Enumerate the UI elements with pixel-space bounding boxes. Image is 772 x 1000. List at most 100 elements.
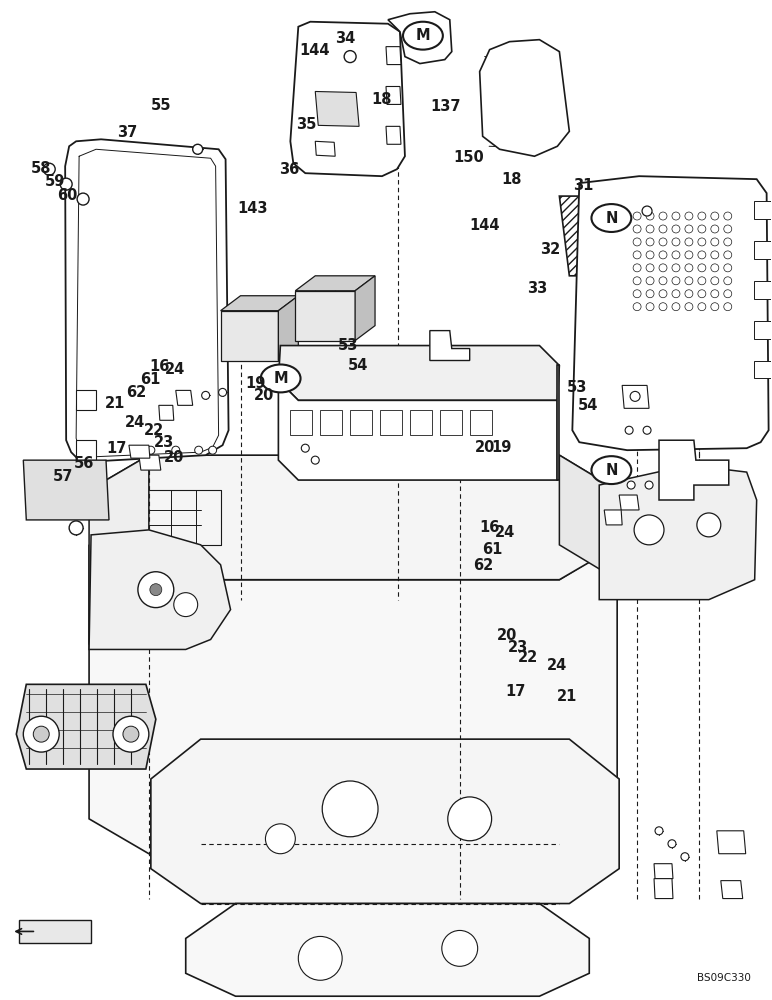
Text: 56: 56 [74, 456, 95, 471]
Circle shape [711, 225, 719, 233]
Polygon shape [315, 141, 335, 156]
Circle shape [646, 264, 654, 272]
Circle shape [646, 303, 654, 311]
Polygon shape [176, 390, 193, 405]
Circle shape [138, 572, 174, 608]
Text: 20: 20 [254, 388, 275, 403]
Polygon shape [386, 126, 401, 144]
Circle shape [627, 481, 635, 489]
Text: 53: 53 [567, 380, 587, 395]
Polygon shape [290, 410, 312, 435]
Polygon shape [386, 47, 401, 65]
Circle shape [150, 584, 162, 596]
Circle shape [697, 513, 721, 537]
Circle shape [711, 238, 719, 246]
Circle shape [659, 251, 667, 259]
Text: 22: 22 [518, 650, 538, 665]
Circle shape [643, 426, 651, 434]
Text: 17: 17 [505, 684, 526, 699]
Circle shape [698, 251, 706, 259]
Circle shape [659, 290, 667, 298]
Circle shape [698, 225, 706, 233]
Circle shape [633, 277, 641, 285]
Circle shape [668, 840, 676, 848]
Text: M: M [273, 371, 288, 386]
Circle shape [634, 515, 664, 545]
Polygon shape [290, 22, 405, 176]
Polygon shape [221, 311, 279, 361]
Circle shape [630, 391, 640, 401]
Ellipse shape [403, 22, 443, 50]
Circle shape [659, 225, 667, 233]
Text: 143: 143 [237, 201, 267, 216]
Polygon shape [604, 510, 622, 525]
Circle shape [311, 456, 320, 464]
Polygon shape [76, 440, 96, 460]
Circle shape [698, 277, 706, 285]
Text: 35: 35 [296, 117, 317, 132]
Text: 32: 32 [540, 242, 560, 257]
Circle shape [218, 388, 226, 396]
Text: 62: 62 [473, 558, 494, 573]
Polygon shape [65, 139, 229, 462]
Polygon shape [129, 445, 150, 458]
Text: 36: 36 [279, 162, 300, 177]
Circle shape [672, 303, 680, 311]
Polygon shape [560, 455, 617, 580]
Polygon shape [557, 365, 560, 480]
Polygon shape [753, 241, 770, 259]
Circle shape [298, 936, 342, 980]
Circle shape [633, 303, 641, 311]
Ellipse shape [591, 204, 631, 232]
Circle shape [633, 225, 641, 233]
Text: 37: 37 [117, 125, 137, 140]
Text: 144: 144 [300, 43, 330, 58]
Circle shape [172, 446, 180, 454]
Polygon shape [89, 455, 149, 644]
Circle shape [147, 446, 155, 454]
Polygon shape [654, 864, 673, 879]
Polygon shape [717, 831, 746, 854]
Polygon shape [89, 545, 617, 854]
Polygon shape [320, 410, 342, 435]
Text: 19: 19 [491, 440, 512, 455]
Polygon shape [315, 91, 359, 126]
Circle shape [681, 853, 689, 861]
Text: M: M [415, 28, 430, 43]
Circle shape [724, 277, 732, 285]
Circle shape [711, 290, 719, 298]
Polygon shape [186, 904, 589, 996]
Text: 61: 61 [140, 372, 160, 387]
Circle shape [711, 277, 719, 285]
Text: 57: 57 [52, 469, 73, 484]
Text: 53: 53 [338, 338, 358, 353]
Text: 33: 33 [527, 281, 547, 296]
Circle shape [442, 930, 478, 966]
Circle shape [642, 206, 652, 216]
Circle shape [685, 238, 693, 246]
Text: 21: 21 [557, 689, 577, 704]
Text: 20: 20 [164, 450, 184, 465]
Circle shape [33, 726, 49, 742]
Polygon shape [296, 276, 375, 291]
Circle shape [123, 726, 139, 742]
Circle shape [659, 212, 667, 220]
Circle shape [711, 303, 719, 311]
Circle shape [174, 593, 198, 617]
Polygon shape [19, 920, 91, 943]
Polygon shape [753, 201, 770, 219]
Circle shape [672, 264, 680, 272]
Circle shape [646, 251, 654, 259]
Polygon shape [151, 739, 619, 904]
Text: 24: 24 [165, 362, 185, 377]
Circle shape [646, 225, 654, 233]
Circle shape [69, 521, 83, 535]
Circle shape [659, 303, 667, 311]
Circle shape [724, 251, 732, 259]
Circle shape [672, 251, 680, 259]
Circle shape [208, 446, 217, 454]
Circle shape [698, 264, 706, 272]
Text: 54: 54 [347, 358, 367, 373]
Circle shape [77, 193, 89, 205]
Circle shape [711, 251, 719, 259]
